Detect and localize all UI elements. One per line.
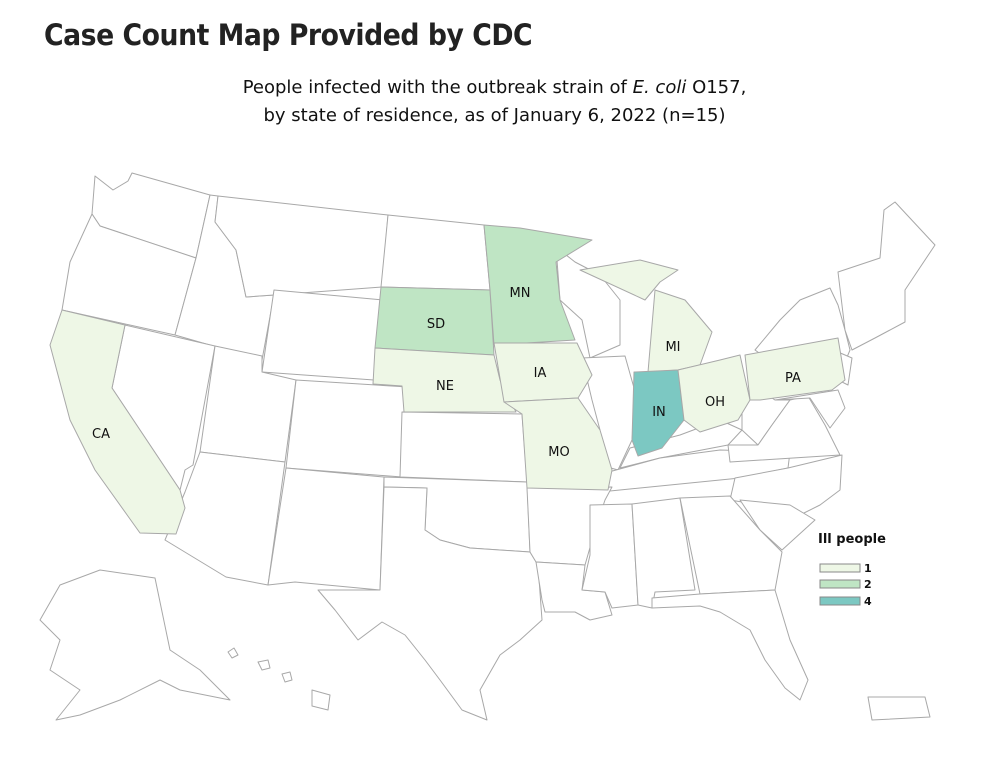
label-ca: CA xyxy=(92,427,110,442)
legend-swatch-1 xyxy=(819,563,861,573)
legend-label-2: 2 xyxy=(864,578,872,591)
state-wy xyxy=(261,289,384,381)
legend: Ill people 1 2 4 xyxy=(818,532,886,608)
state-mn xyxy=(483,224,593,346)
unaffected-states xyxy=(39,172,936,721)
state-ks xyxy=(399,411,528,483)
label-ne: NE xyxy=(436,379,454,394)
map-subtitle: People infected with the outbreak strain… xyxy=(0,74,989,130)
state-ky xyxy=(619,419,743,469)
subtitle-line-2: by state of residence, as of January 6, … xyxy=(263,105,726,126)
page-title: Case Count Map Provided by CDC xyxy=(44,18,533,52)
state-fl xyxy=(651,589,809,701)
state-pa xyxy=(744,337,846,401)
state-ak xyxy=(39,569,231,721)
legend-swatch-4 xyxy=(819,596,861,606)
label-mi: MI xyxy=(665,340,680,355)
state-sc xyxy=(739,499,816,551)
subtitle-line-1: People infected with the outbreak strain… xyxy=(0,74,989,102)
subtitle-organism: E. coli xyxy=(632,77,687,98)
state-new-england xyxy=(837,201,936,351)
label-in: IN xyxy=(652,405,666,420)
state-oh xyxy=(677,354,751,433)
state-hi xyxy=(227,647,331,711)
label-oh: OH xyxy=(705,395,725,410)
legend-title: Ill people xyxy=(818,532,886,547)
state-md-de xyxy=(774,389,846,429)
subtitle-text-pre: People infected with the outbreak strain… xyxy=(242,77,633,98)
state-ca xyxy=(49,309,186,535)
label-sd: SD xyxy=(427,317,445,332)
label-pa: PA xyxy=(785,371,801,386)
state-ia xyxy=(493,342,593,403)
state-ne xyxy=(372,347,517,413)
state-az xyxy=(164,451,286,586)
state-pr xyxy=(867,696,931,721)
legend-label-1: 1 xyxy=(864,562,872,575)
state-mo xyxy=(503,397,613,491)
state-wi xyxy=(555,246,621,359)
state-va xyxy=(727,395,841,463)
label-mn: MN xyxy=(510,286,531,301)
state-labels: CA SD MN NE IA MO MI IN OH PA xyxy=(92,286,801,460)
legend-label-4: 4 xyxy=(864,595,872,608)
state-co xyxy=(285,379,409,478)
state-nd xyxy=(380,214,491,291)
label-mo: MO xyxy=(548,445,569,460)
subtitle-text-post: O157, xyxy=(686,77,747,98)
state-la xyxy=(535,561,613,621)
legend-swatch-2 xyxy=(819,579,861,589)
affected-states xyxy=(49,224,846,535)
label-ia: IA xyxy=(534,366,547,381)
state-nc xyxy=(729,454,843,516)
state-tx xyxy=(317,486,543,721)
state-nm xyxy=(267,467,385,591)
